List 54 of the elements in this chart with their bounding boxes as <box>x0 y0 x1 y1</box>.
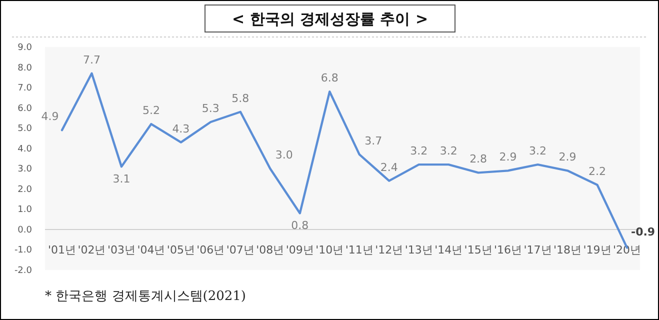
x-tick-label: '02년 <box>78 243 106 256</box>
y-tick-label: 3.0 <box>18 164 32 175</box>
x-tick-label: '17년 <box>524 243 552 256</box>
y-tick-label: 0.0 <box>18 225 32 236</box>
x-tick-label: '14년 <box>434 243 463 256</box>
x-tick-label: '13년 <box>404 243 433 256</box>
y-tick-label: 8.0 <box>18 63 32 74</box>
chart-title: < 한국의 경제성장률 추이 > <box>232 10 428 28</box>
text: 5.3 <box>202 102 220 116</box>
x-tick-label: '10년 <box>316 243 344 256</box>
text: 4.9 <box>41 110 59 124</box>
text: 2.4 <box>380 160 398 174</box>
text: 7.7 <box>82 53 100 66</box>
text: 6.8 <box>320 72 338 85</box>
x-tick-label: '20년 <box>612 243 642 256</box>
y-tick-label: 4.0 <box>18 144 32 154</box>
text: 5.2 <box>142 104 160 118</box>
text: -0.9 <box>631 226 656 239</box>
y-tick-label: 1.0 <box>18 205 32 216</box>
y-tick-label: 5.0 <box>18 124 32 134</box>
text: 2.2 <box>588 164 606 178</box>
y-tick-label: 6.0 <box>18 104 32 114</box>
text: 5.8 <box>232 92 250 105</box>
x-tick-label: '07년 <box>226 243 254 256</box>
text: 2.9 <box>499 150 517 164</box>
x-tick-label: '04년 <box>137 243 166 256</box>
y-tick-label: 9.0 <box>18 43 32 53</box>
x-tick-label: '05년 <box>166 243 195 256</box>
text: 3.1 <box>112 172 130 186</box>
y-tick-label: -2.0 <box>14 266 32 276</box>
y-tick-label: 2.0 <box>18 184 32 195</box>
x-tick-label: '15년 <box>464 243 492 256</box>
x-tick-label: '03년 <box>107 243 136 256</box>
y-tick-label: 7.0 <box>18 84 32 94</box>
text: 3.2 <box>529 144 547 158</box>
x-tick-label: '01년 <box>48 243 76 256</box>
text: 3.2 <box>410 144 428 158</box>
x-tick-label: '09년 <box>286 243 314 256</box>
x-tick-label: '06년 <box>196 243 225 256</box>
text: 2.9 <box>558 150 576 164</box>
x-tick-label: '16년 <box>494 243 522 256</box>
x-tick-label: '18년 <box>554 243 582 256</box>
text: 0.8 <box>291 219 309 232</box>
x-tick-label: '19년 <box>583 243 612 256</box>
text: 3.2 <box>440 144 458 158</box>
x-tick-label: '11년 <box>345 243 374 256</box>
text: 3.7 <box>364 134 382 148</box>
text: 2.8 <box>470 152 488 166</box>
y-tick-label: -1.0 <box>14 246 32 256</box>
text: 4.3 <box>172 122 190 136</box>
x-tick-label: '08년 <box>256 243 284 256</box>
text: 3.0 <box>275 148 293 162</box>
x-tick-label: '12년 <box>375 243 404 256</box>
text: * 한국은행 경제통계시스템(2021) <box>45 289 246 304</box>
